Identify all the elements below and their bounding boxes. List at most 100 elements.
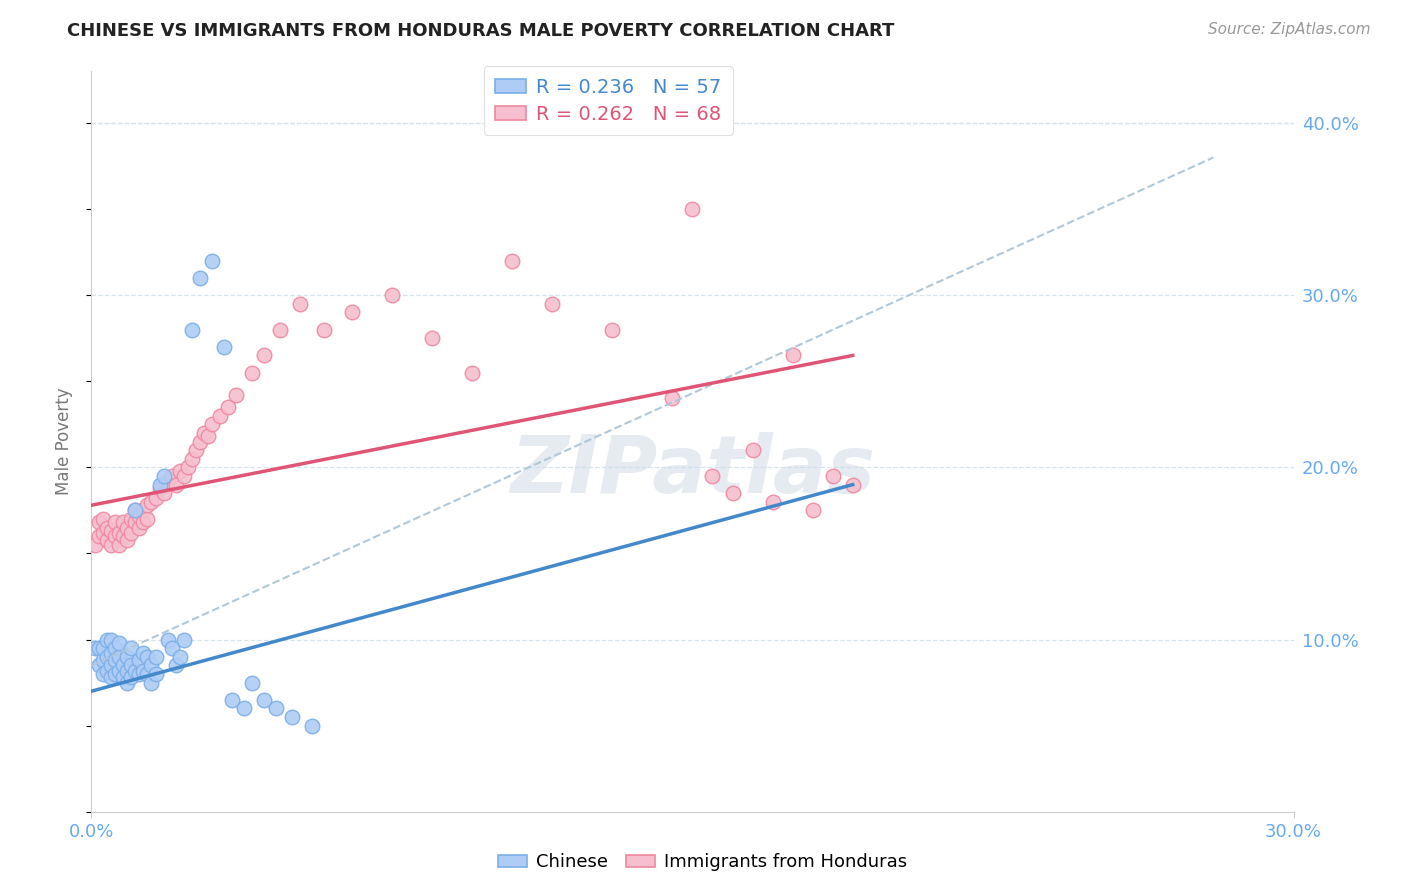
- Point: [156, 474, 179, 488]
- Point: [93, 525, 115, 540]
- Point: [681, 202, 703, 216]
- Legend: Chinese, Immigrants from Honduras: Chinese, Immigrants from Honduras: [491, 847, 915, 879]
- Point: [762, 495, 785, 509]
- Point: [188, 434, 211, 449]
- Point: [117, 533, 139, 547]
- Point: [180, 323, 202, 337]
- Point: [96, 533, 118, 547]
- Legend: R = 0.236   N = 57, R = 0.262   N = 68: R = 0.236 N = 57, R = 0.262 N = 68: [484, 66, 733, 136]
- Point: [108, 664, 131, 678]
- Point: [821, 469, 844, 483]
- Point: [136, 667, 159, 681]
- Point: [165, 477, 187, 491]
- Text: CHINESE VS IMMIGRANTS FROM HONDURAS MALE POVERTY CORRELATION CHART: CHINESE VS IMMIGRANTS FROM HONDURAS MALE…: [67, 22, 894, 40]
- Point: [169, 464, 191, 478]
- Point: [741, 443, 763, 458]
- Point: [89, 641, 111, 656]
- Point: [156, 632, 179, 647]
- Point: [112, 658, 135, 673]
- Point: [128, 653, 150, 667]
- Point: [136, 649, 159, 664]
- Point: [152, 469, 174, 483]
- Point: [112, 529, 135, 543]
- Point: [100, 658, 122, 673]
- Point: [104, 516, 127, 530]
- Point: [381, 288, 404, 302]
- Point: [461, 366, 484, 380]
- Point: [201, 417, 224, 432]
- Point: [420, 331, 443, 345]
- Point: [173, 632, 195, 647]
- Point: [93, 653, 115, 667]
- Point: [96, 521, 118, 535]
- Point: [108, 649, 131, 664]
- Point: [145, 491, 167, 506]
- Point: [541, 297, 564, 311]
- Point: [121, 670, 143, 684]
- Point: [112, 516, 135, 530]
- Point: [100, 538, 122, 552]
- Point: [96, 664, 118, 678]
- Point: [100, 524, 122, 538]
- Point: [132, 664, 155, 678]
- Point: [136, 498, 159, 512]
- Point: [117, 675, 139, 690]
- Point: [132, 646, 155, 660]
- Text: Source: ZipAtlas.com: Source: ZipAtlas.com: [1208, 22, 1371, 37]
- Point: [661, 392, 683, 406]
- Point: [188, 271, 211, 285]
- Point: [132, 516, 155, 530]
- Point: [124, 503, 146, 517]
- Point: [124, 503, 146, 517]
- Point: [264, 701, 287, 715]
- Point: [180, 451, 202, 466]
- Point: [173, 469, 195, 483]
- Point: [121, 641, 143, 656]
- Point: [253, 348, 276, 362]
- Point: [121, 658, 143, 673]
- Point: [193, 425, 215, 440]
- Point: [112, 670, 135, 684]
- Point: [217, 400, 239, 414]
- Point: [141, 658, 163, 673]
- Point: [100, 646, 122, 660]
- Point: [104, 641, 127, 656]
- Point: [100, 632, 122, 647]
- Point: [117, 664, 139, 678]
- Point: [208, 409, 231, 423]
- Point: [240, 366, 263, 380]
- Point: [721, 486, 744, 500]
- Point: [128, 667, 150, 681]
- Point: [96, 649, 118, 664]
- Point: [602, 323, 624, 337]
- Point: [801, 503, 824, 517]
- Point: [702, 469, 724, 483]
- Point: [108, 538, 131, 552]
- Point: [148, 481, 170, 495]
- Point: [253, 693, 276, 707]
- Point: [128, 521, 150, 535]
- Point: [93, 641, 115, 656]
- Point: [132, 503, 155, 517]
- Point: [148, 477, 170, 491]
- Point: [221, 693, 243, 707]
- Point: [136, 512, 159, 526]
- Point: [340, 305, 363, 319]
- Point: [89, 516, 111, 530]
- Point: [89, 529, 111, 543]
- Point: [84, 538, 107, 552]
- Point: [89, 658, 111, 673]
- Point: [176, 460, 198, 475]
- Point: [141, 495, 163, 509]
- Point: [117, 649, 139, 664]
- Point: [301, 718, 323, 732]
- Point: [96, 632, 118, 647]
- Point: [145, 649, 167, 664]
- Point: [128, 508, 150, 523]
- Point: [93, 667, 115, 681]
- Point: [117, 521, 139, 535]
- Point: [145, 667, 167, 681]
- Point: [312, 323, 335, 337]
- Point: [141, 675, 163, 690]
- Point: [232, 701, 254, 715]
